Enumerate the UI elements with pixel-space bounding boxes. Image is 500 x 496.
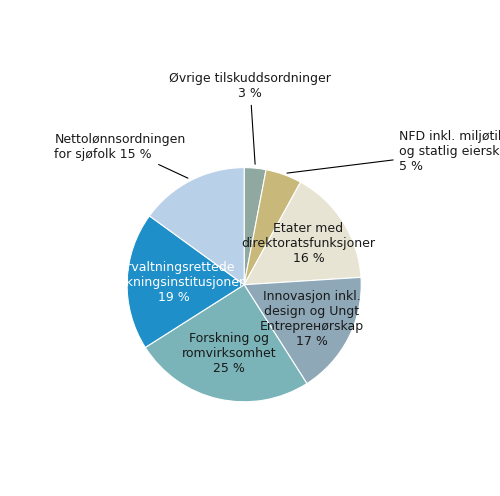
Text: Forvaltningsrettede
forskningsinstitusjoner
19 %: Forvaltningsrettede forskningsinstitusjo… bbox=[103, 261, 245, 304]
Text: Innovasjon inkl.
design og Ungt
Entreprенørskap
17 %: Innovasjon inkl. design og Ungt Entreprе… bbox=[260, 290, 364, 348]
Text: Øvrige tilskuddsordninger
3 %: Øvrige tilskuddsordninger 3 % bbox=[169, 72, 331, 164]
Wedge shape bbox=[244, 182, 361, 285]
Wedge shape bbox=[127, 216, 244, 347]
Wedge shape bbox=[244, 277, 361, 383]
Text: NFD inkl. miljøtiltak
og statlig eierskap
5 %: NFD inkl. miljøtiltak og statlig eierska… bbox=[287, 130, 500, 173]
Wedge shape bbox=[150, 168, 244, 285]
Text: Nettolønnsordningen
for sjøfolk 15 %: Nettolønnsordningen for sjøfolk 15 % bbox=[54, 132, 188, 178]
Wedge shape bbox=[244, 168, 266, 285]
Wedge shape bbox=[244, 170, 300, 285]
Text: Forskning og
romvirksomhet
25 %: Forskning og romvirksomhet 25 % bbox=[182, 332, 276, 375]
Wedge shape bbox=[146, 285, 307, 402]
Text: Etater med
direktoratsfunksjoner
16 %: Etater med direktoratsfunksjoner 16 % bbox=[242, 222, 376, 265]
